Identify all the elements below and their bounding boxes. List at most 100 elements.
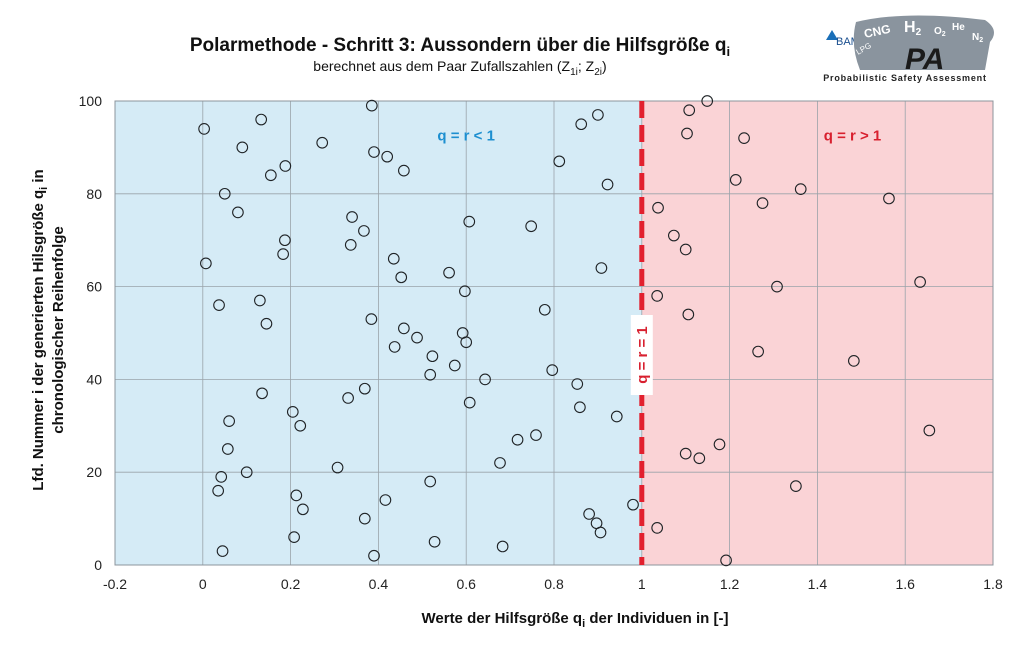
data-point [198,122,210,135]
data-point [914,276,926,288]
data-point [368,549,380,562]
zone-left-label: q = r < 1 [437,127,495,144]
data-point [395,271,408,284]
data-point [729,174,742,186]
data-point [575,118,588,131]
data-point [525,220,538,233]
data-point [496,540,509,553]
logo-tagline: Probabilistic Safety Assessment [823,73,987,83]
data-point [583,508,595,520]
data-point [288,531,300,544]
data-point [342,392,354,404]
data-point [379,494,392,506]
data-point [213,299,225,312]
x-tick-label: -0.2 [103,576,127,592]
x-tick-label: 1.4 [808,576,828,592]
data-point [223,415,235,428]
svg-text:chronologischer Reihenfolge: chronologischer Reihenfolge [50,226,67,434]
data-point [426,350,439,363]
data-point [388,341,401,353]
data-point [358,512,371,525]
data-point [701,95,714,107]
data-point [387,252,400,265]
data-point [398,164,410,177]
data-point [331,461,344,474]
data-point [883,192,895,205]
data-point [411,331,423,344]
plot-frame [114,100,994,566]
logo-he-text: He [952,22,965,33]
data-point [279,160,292,172]
data-point [236,141,249,154]
data-point [254,294,266,307]
y-tick-label: 20 [86,464,102,480]
data-point [460,336,473,349]
data-point [683,104,696,117]
data-point [215,470,228,483]
data-point [381,150,394,163]
data-point [771,280,783,293]
x-tick-label: 1.8 [983,576,1003,592]
threshold-label-group: q = r = 1 [630,315,653,395]
data-point [316,136,329,149]
data-point [428,535,441,548]
data-point [290,489,303,502]
data-point [264,169,277,182]
data-point [346,211,358,223]
data-point [752,345,764,358]
data-point [424,368,437,381]
data-point [240,466,253,479]
x-tick-label: 1.2 [720,576,740,592]
x-tick-label: 0.6 [456,576,476,592]
pa-logo: BAM CNG H2 O2 He N2 LPG PA Probabilistic… [810,13,1002,83]
y-tick-label: 100 [79,93,103,109]
data-point [571,378,584,390]
y-tick-label: 60 [86,279,102,295]
chart-subtitle: berechnet aus dem Paar Zufallszahlen (Z1… [313,58,606,78]
data-point [790,480,802,492]
data-point [443,266,455,279]
data-point [794,183,807,196]
data-point [216,545,229,557]
data-point [365,313,378,325]
data-point [679,243,692,256]
data-point [847,354,860,367]
data-point [200,257,212,270]
data-point [651,290,664,302]
data-point [594,526,607,539]
x-tick-label: 0.2 [281,576,301,592]
data-point [679,447,692,460]
data-point [682,308,695,321]
logo-cng-text: CNG [863,22,892,41]
threshold-label: q = r = 1 [634,326,651,384]
data-point [592,109,604,121]
y-tick-label: 80 [86,186,102,202]
chart-title: Polarmethode - Schritt 3: Aussondern übe… [190,35,730,59]
bam-logo-icon [826,30,838,40]
x-axis-ticks: -0.2 0 0.2 0.4 0.6 0.8 1 1.2 1.4 1.6 1.8 [103,576,1003,592]
data-point [255,113,268,126]
data-point [279,234,291,247]
data-point [448,359,461,372]
data-point [610,410,623,423]
data-point [286,406,299,418]
data-point [667,229,680,242]
data-point [459,285,471,298]
data-point [260,317,273,330]
x-tick-label: 0.4 [369,576,389,592]
logo-n2-text: N2 [972,32,983,44]
y-axis-ticks: 0 20 40 60 80 100 [79,93,103,573]
y-axis-label: Lfd. Nummer i der generierten Hilsgröße … [30,169,67,490]
logo-h2-text: H2 [904,19,922,38]
data-point [494,457,506,469]
data-point [218,187,231,200]
threshold-label-background [630,315,653,395]
data-point [651,522,664,534]
data-point [368,146,380,158]
x-tick-label: 1 [638,576,646,592]
x-tick-label: 0 [199,576,207,592]
data-point [738,132,750,144]
data-point [277,248,289,260]
y-tick-label: 0 [94,557,102,573]
data-point [398,322,410,335]
